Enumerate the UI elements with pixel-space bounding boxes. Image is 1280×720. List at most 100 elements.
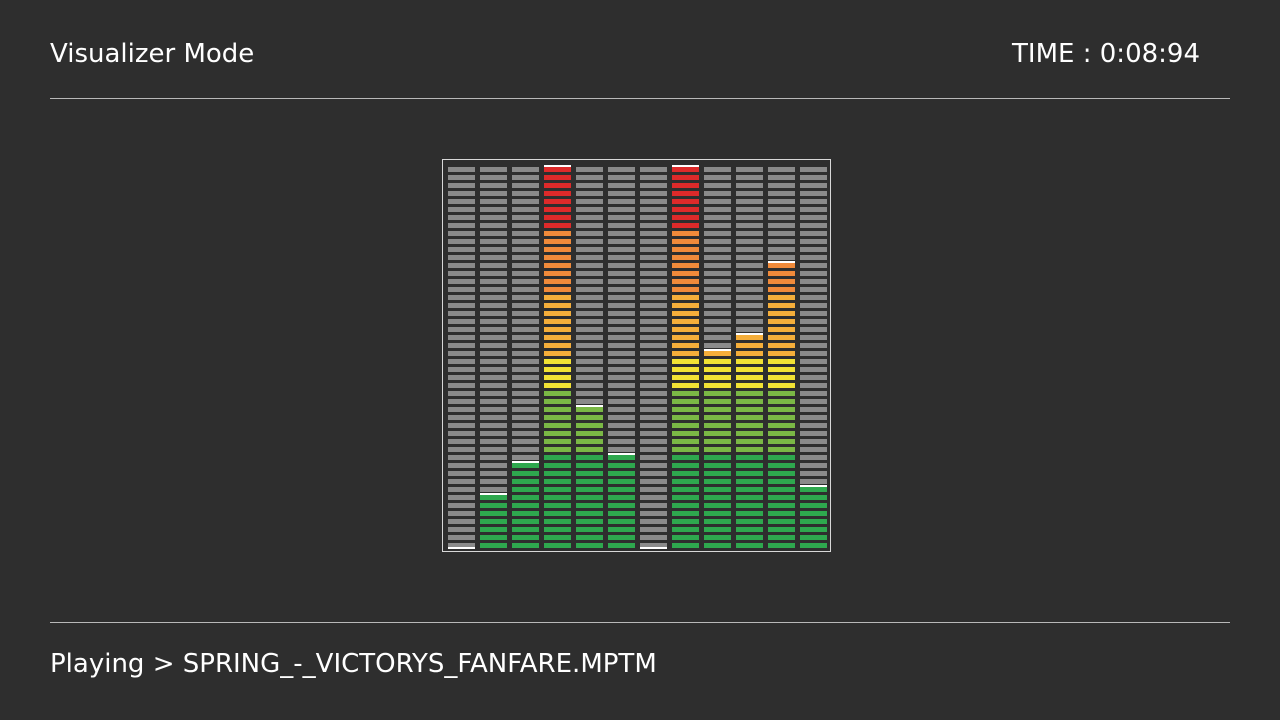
bar-segment-lit bbox=[736, 479, 763, 484]
bar-segment-lit bbox=[672, 239, 699, 244]
bar-peak-marker bbox=[672, 165, 699, 167]
page-title: Visualizer Mode bbox=[50, 39, 255, 69]
bar-segment-unlit bbox=[704, 311, 731, 316]
bar-segment-lit bbox=[672, 295, 699, 300]
bar-segment-lit bbox=[544, 479, 571, 484]
bar-segment-lit bbox=[768, 327, 795, 332]
bar-segment-unlit bbox=[576, 207, 603, 212]
bar-segment-unlit bbox=[608, 311, 635, 316]
bar-segment-lit bbox=[544, 383, 571, 388]
bar-segment-unlit bbox=[640, 375, 667, 380]
bar-segment-unlit bbox=[480, 439, 507, 444]
bar-segment-unlit bbox=[736, 287, 763, 292]
bar-segment-unlit bbox=[480, 319, 507, 324]
bar-segment-lit bbox=[768, 375, 795, 380]
bar-segment-unlit bbox=[512, 319, 539, 324]
track-name: SPRING_-_VICTORYS_FANFARE.MPTM bbox=[182, 649, 657, 679]
bar-segment-unlit bbox=[576, 239, 603, 244]
bar-segment-unlit bbox=[608, 383, 635, 388]
bar-segment-lit bbox=[768, 543, 795, 548]
bar-segment-unlit bbox=[640, 191, 667, 196]
bar-segment-unlit bbox=[736, 247, 763, 252]
bar-segment-lit bbox=[704, 447, 731, 452]
bar-segment-unlit bbox=[800, 279, 827, 284]
bar-segment-unlit bbox=[768, 223, 795, 228]
bar-segment-lit bbox=[768, 527, 795, 532]
bar-segment-unlit bbox=[704, 223, 731, 228]
bar-segment-unlit bbox=[480, 279, 507, 284]
bar-segment-unlit bbox=[512, 255, 539, 260]
bar-segment-lit bbox=[672, 303, 699, 308]
bar-segment-unlit bbox=[480, 367, 507, 372]
bar-segment-unlit bbox=[512, 447, 539, 452]
bar-segment-unlit bbox=[480, 191, 507, 196]
bar-segment-unlit bbox=[608, 447, 635, 452]
bar-segment-unlit bbox=[480, 231, 507, 236]
bar-segment-unlit bbox=[608, 367, 635, 372]
bar-segment-lit bbox=[512, 487, 539, 492]
bar-segment-unlit bbox=[448, 303, 475, 308]
bar-segment-lit bbox=[672, 191, 699, 196]
bar-segment-lit bbox=[608, 519, 635, 524]
bar-segment-unlit bbox=[768, 167, 795, 172]
bar-segment-unlit bbox=[576, 351, 603, 356]
bar-segment-unlit bbox=[608, 431, 635, 436]
time-label: TIME bbox=[1012, 39, 1075, 69]
bar-segment-lit bbox=[480, 519, 507, 524]
bar-segment-lit bbox=[736, 415, 763, 420]
bar-segment-lit bbox=[736, 359, 763, 364]
spectrum-bar bbox=[640, 167, 667, 549]
bar-segment-lit bbox=[544, 503, 571, 508]
bar-segment-unlit bbox=[448, 471, 475, 476]
bar-segment-lit bbox=[736, 447, 763, 452]
bar-segment-unlit bbox=[448, 343, 475, 348]
bar-segment-lit bbox=[512, 519, 539, 524]
bar-segment-unlit bbox=[704, 215, 731, 220]
bar-segment-lit bbox=[704, 407, 731, 412]
bar-segment-unlit bbox=[704, 231, 731, 236]
bar-segment-unlit bbox=[480, 287, 507, 292]
bar-segment-unlit bbox=[800, 479, 827, 484]
bar-segment-unlit bbox=[448, 447, 475, 452]
bar-segment-lit bbox=[672, 199, 699, 204]
bar-segment-unlit bbox=[448, 295, 475, 300]
bar-segment-unlit bbox=[480, 359, 507, 364]
bar-segment-lit bbox=[544, 215, 571, 220]
bar-segment-unlit bbox=[736, 167, 763, 172]
bar-segment-lit bbox=[672, 519, 699, 524]
bar-segment-lit bbox=[672, 503, 699, 508]
bar-segment-unlit bbox=[800, 351, 827, 356]
bar-segment-unlit bbox=[576, 319, 603, 324]
bar-segment-unlit bbox=[512, 263, 539, 268]
bar-segment-lit bbox=[800, 527, 827, 532]
bar-segment-lit bbox=[608, 455, 635, 460]
bar-segment-unlit bbox=[576, 215, 603, 220]
bar-segment-lit bbox=[672, 455, 699, 460]
bar-segment-lit bbox=[544, 271, 571, 276]
bar-segment-unlit bbox=[480, 215, 507, 220]
bar-segment-unlit bbox=[800, 399, 827, 404]
bar-segment-lit bbox=[672, 215, 699, 220]
bar-segment-lit bbox=[704, 399, 731, 404]
now-playing: Playing > SPRING_-_VICTORYS_FANFARE.MPTM bbox=[50, 646, 657, 682]
bar-segment-lit bbox=[608, 471, 635, 476]
bar-segment-unlit bbox=[640, 407, 667, 412]
bar-segment-lit bbox=[544, 407, 571, 412]
bar-segment-unlit bbox=[736, 327, 763, 332]
bar-segment-lit bbox=[544, 207, 571, 212]
bar-segment-lit bbox=[672, 399, 699, 404]
bar-peak-marker bbox=[576, 405, 603, 407]
bar-segment-lit bbox=[544, 167, 571, 172]
bar-segment-unlit bbox=[640, 495, 667, 500]
bar-peak-marker bbox=[608, 453, 635, 455]
bar-segment-unlit bbox=[448, 215, 475, 220]
bar-segment-lit bbox=[576, 463, 603, 468]
bar-segment-unlit bbox=[480, 207, 507, 212]
bar-segment-lit bbox=[672, 535, 699, 540]
bar-segment-unlit bbox=[704, 271, 731, 276]
bar-segment-unlit bbox=[448, 183, 475, 188]
bar-segment-lit bbox=[768, 263, 795, 268]
bar-segment-unlit bbox=[640, 287, 667, 292]
bar-segment-unlit bbox=[480, 335, 507, 340]
bar-segment-lit bbox=[576, 519, 603, 524]
